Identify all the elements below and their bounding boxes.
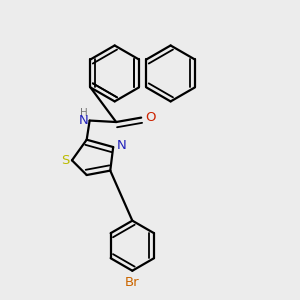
Text: Br: Br bbox=[125, 276, 140, 289]
Text: N: N bbox=[78, 114, 88, 127]
Text: O: O bbox=[146, 111, 156, 124]
Text: H: H bbox=[80, 108, 88, 118]
Text: S: S bbox=[61, 154, 69, 167]
Text: N: N bbox=[117, 139, 127, 152]
